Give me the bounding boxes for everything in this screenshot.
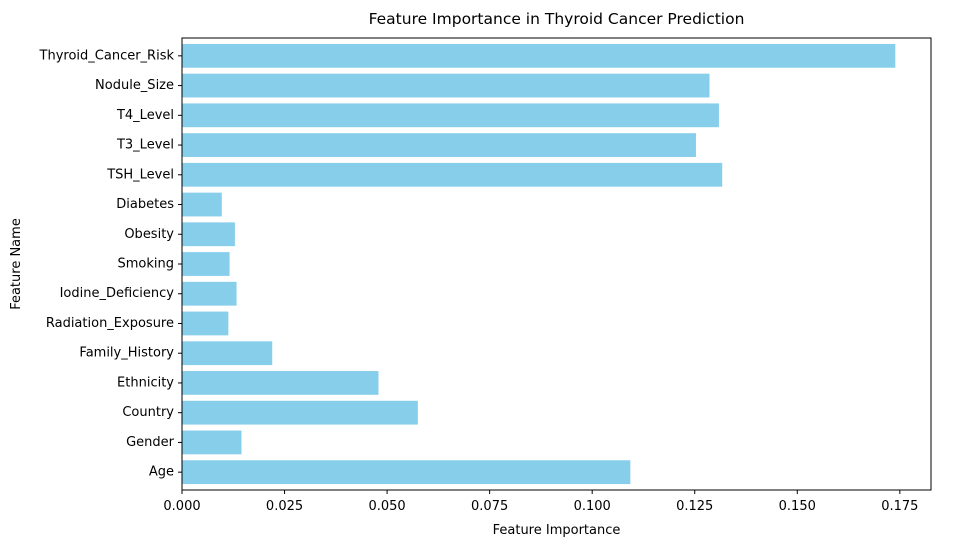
bar-radiation-exposure xyxy=(182,311,229,336)
bar-gender xyxy=(182,430,242,455)
y-axis-ticks: Age Gender Country Ethnicity Family_History R… xyxy=(39,48,182,480)
y-tick-label: TSH_Level xyxy=(106,167,174,182)
y-tick-label: Diabetes xyxy=(116,197,174,212)
y-tick-label: Age xyxy=(149,465,174,480)
y-tick-label: Iodine_Deficiency xyxy=(60,286,175,301)
bar-smoking xyxy=(182,252,230,276)
y-tick-label: Obesity xyxy=(124,227,174,242)
bar-t3-level xyxy=(182,133,696,157)
x-axis-label: Feature Importance xyxy=(493,523,621,538)
x-tick-label: 0.025 xyxy=(266,499,303,514)
plot-frame xyxy=(181,37,932,491)
x-tick-label: 0.075 xyxy=(471,499,508,514)
x-tick-label: 0.050 xyxy=(368,499,405,514)
y-tick-label: Family_History xyxy=(79,346,174,361)
bar-iodine-deficiency xyxy=(182,281,237,306)
x-axis-ticks: 0.000 0.025 0.050 0.075 0.100 0.125 0.150 0.175 xyxy=(163,490,918,514)
bars-layer xyxy=(182,43,896,485)
y-tick-label: Ethnicity xyxy=(117,375,174,390)
bar-country xyxy=(182,400,418,425)
bar-diabetes xyxy=(182,192,222,217)
x-tick-label: 0.150 xyxy=(779,499,816,514)
x-tick-label: 0.100 xyxy=(574,499,611,514)
x-tick-label: 0.000 xyxy=(163,499,200,514)
bar-obesity xyxy=(182,222,235,247)
y-axis-label: Feature Name xyxy=(9,218,24,310)
y-tick-label: Gender xyxy=(126,435,175,450)
y-tick-label: Country xyxy=(122,405,174,420)
bar-nodule-size xyxy=(182,73,710,98)
y-tick-label: Radiation_Exposure xyxy=(46,316,174,331)
bar-ethnicity xyxy=(182,371,379,395)
y-tick-label: Thyroid_Cancer_Risk xyxy=(39,48,175,63)
bar-age xyxy=(182,460,631,485)
y-tick-label: T4_Level xyxy=(116,108,174,123)
y-tick-label: T3_Level xyxy=(116,138,174,153)
bar-t4-level xyxy=(182,103,719,128)
chart-title: Feature Importance in Thyroid Cancer Pre… xyxy=(369,10,745,28)
bar-family-history xyxy=(182,341,273,366)
bar-tsh-level xyxy=(182,162,723,187)
y-tick-label: Smoking xyxy=(117,257,174,272)
y-tick-label: Nodule_Size xyxy=(95,78,174,93)
x-tick-label: 0.125 xyxy=(676,499,713,514)
bar-thyroid-cancer-risk xyxy=(182,43,896,68)
x-tick-label: 0.175 xyxy=(881,499,918,514)
